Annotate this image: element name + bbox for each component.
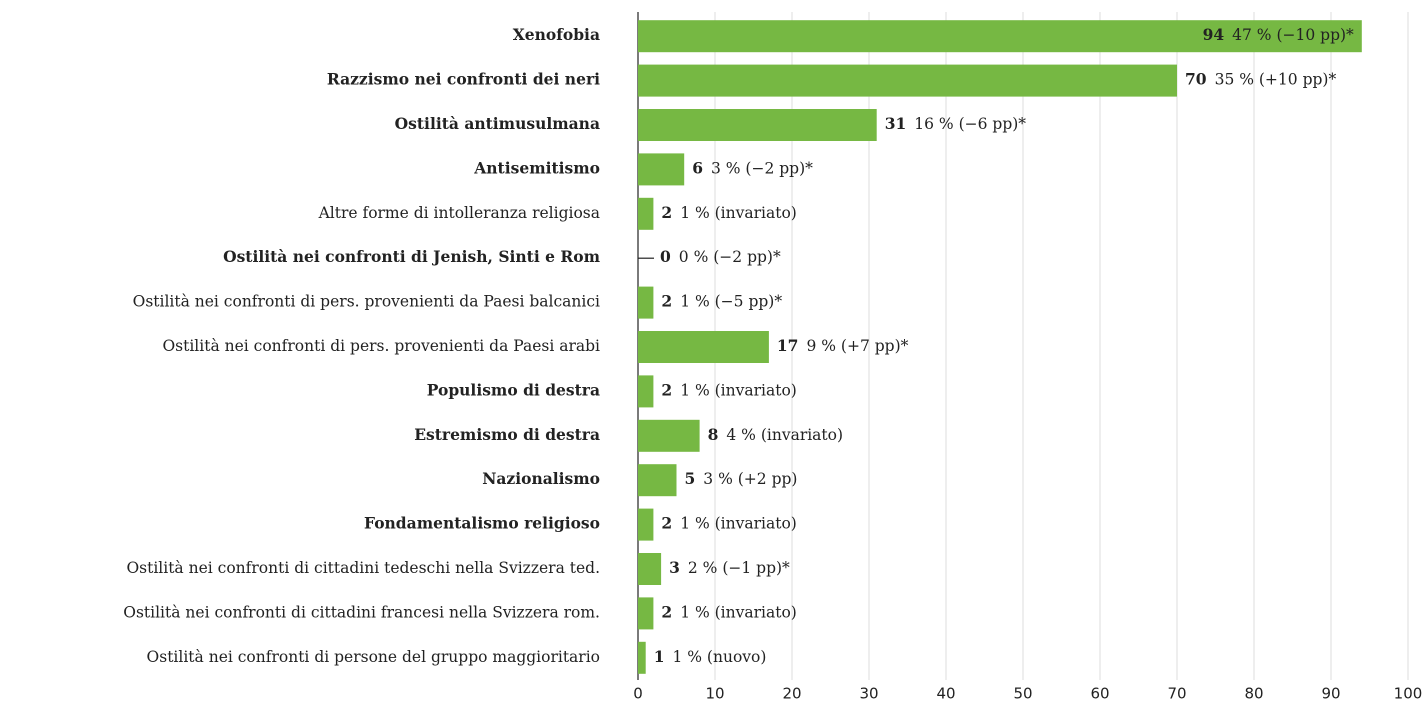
category-label: Antisemitismo [473, 158, 600, 177]
value-label: 0 [660, 247, 671, 266]
bar [638, 508, 654, 541]
annotation: 4 % (invariato) [726, 426, 843, 444]
category-label: Ostilità nei confronti di pers. provenie… [133, 293, 600, 311]
annotation: 0 % (−2 pp)* [679, 248, 781, 266]
category-label: Estremismo di destra [414, 425, 600, 444]
category-label: Altre forme di intolleranza religiosa [318, 204, 600, 222]
value-label: 2 [661, 203, 672, 222]
bar [638, 331, 769, 363]
annotation: 1 % (invariato) [680, 515, 797, 533]
value-label: 8 [708, 425, 719, 444]
bar [638, 641, 646, 674]
annotation: 9 % (+7 pp)* [806, 337, 908, 355]
annotation: 2 % (−1 pp)* [688, 559, 790, 577]
annotation: 1 % (invariato) [680, 204, 797, 222]
value-label: 2 [661, 602, 672, 621]
annotation: 1 % (nuovo) [672, 648, 766, 666]
bar [638, 20, 1362, 53]
bar [638, 109, 877, 141]
annotation: 16 % (−6 pp)* [914, 115, 1026, 133]
x-tick-label: 90 [1321, 685, 1340, 703]
annotation: 1 % (invariato) [680, 381, 797, 399]
value-label: 6 [692, 158, 703, 177]
x-tick-label: 10 [705, 685, 724, 703]
x-tick-label: 40 [936, 685, 955, 703]
x-tick-label: 80 [1244, 685, 1263, 703]
x-tick-label: 100 [1394, 685, 1423, 703]
bar [638, 419, 700, 452]
annotation: 3 % (−2 pp)* [711, 159, 813, 177]
annotation: 1 % (−5 pp)* [680, 293, 782, 311]
value-label: 1 [654, 647, 665, 666]
value-label: 2 [661, 514, 672, 533]
bar [638, 64, 1177, 97]
value-label: 5 [685, 469, 696, 488]
x-tick-label: 20 [782, 685, 801, 703]
bar [638, 553, 662, 585]
category-label: Ostilità nei confronti di cittadini fran… [123, 603, 600, 621]
category-label: Ostilità nei confronti di Jenish, Sinti … [223, 247, 601, 266]
bar [638, 153, 685, 186]
x-tick-label: 0 [633, 685, 643, 703]
annotation: 1 % (invariato) [680, 603, 797, 621]
annotation: 3 % (+2 pp) [703, 470, 797, 488]
annotation: 35 % (+10 pp)* [1215, 71, 1337, 89]
category-label: Populismo di destra [427, 380, 600, 399]
bar [638, 286, 654, 319]
category-label: Xenofobia [513, 25, 600, 44]
value-label: 94 [1203, 25, 1225, 44]
category-label: Razzismo nei confronti dei neri [327, 70, 600, 89]
bar [638, 597, 654, 630]
value-label: 17 [777, 336, 799, 355]
bar [638, 375, 654, 408]
bar [638, 464, 677, 497]
value-label: 3 [669, 558, 680, 577]
category-label: Ostilità nei confronti di persone del gr… [147, 648, 600, 666]
value-label: 2 [661, 380, 672, 399]
annotation: 47 % (−10 pp)* [1232, 26, 1354, 44]
x-tick-label: 50 [1013, 685, 1032, 703]
category-label: Ostilità nei confronti di pers. provenie… [162, 337, 600, 355]
x-tick-label: 30 [859, 685, 878, 703]
category-label: Nazionalismo [482, 469, 600, 488]
x-tick-label: 70 [1167, 685, 1186, 703]
value-label: 31 [885, 114, 907, 133]
category-label: Fondamentalismo religioso [364, 514, 600, 533]
bar [638, 197, 654, 230]
x-tick-label: 60 [1090, 685, 1109, 703]
value-label: 2 [661, 292, 672, 311]
value-label: 70 [1185, 70, 1207, 89]
category-label: Ostilità nei confronti di cittadini tede… [126, 559, 600, 577]
category-label: Ostilità antimusulmana [395, 114, 600, 133]
